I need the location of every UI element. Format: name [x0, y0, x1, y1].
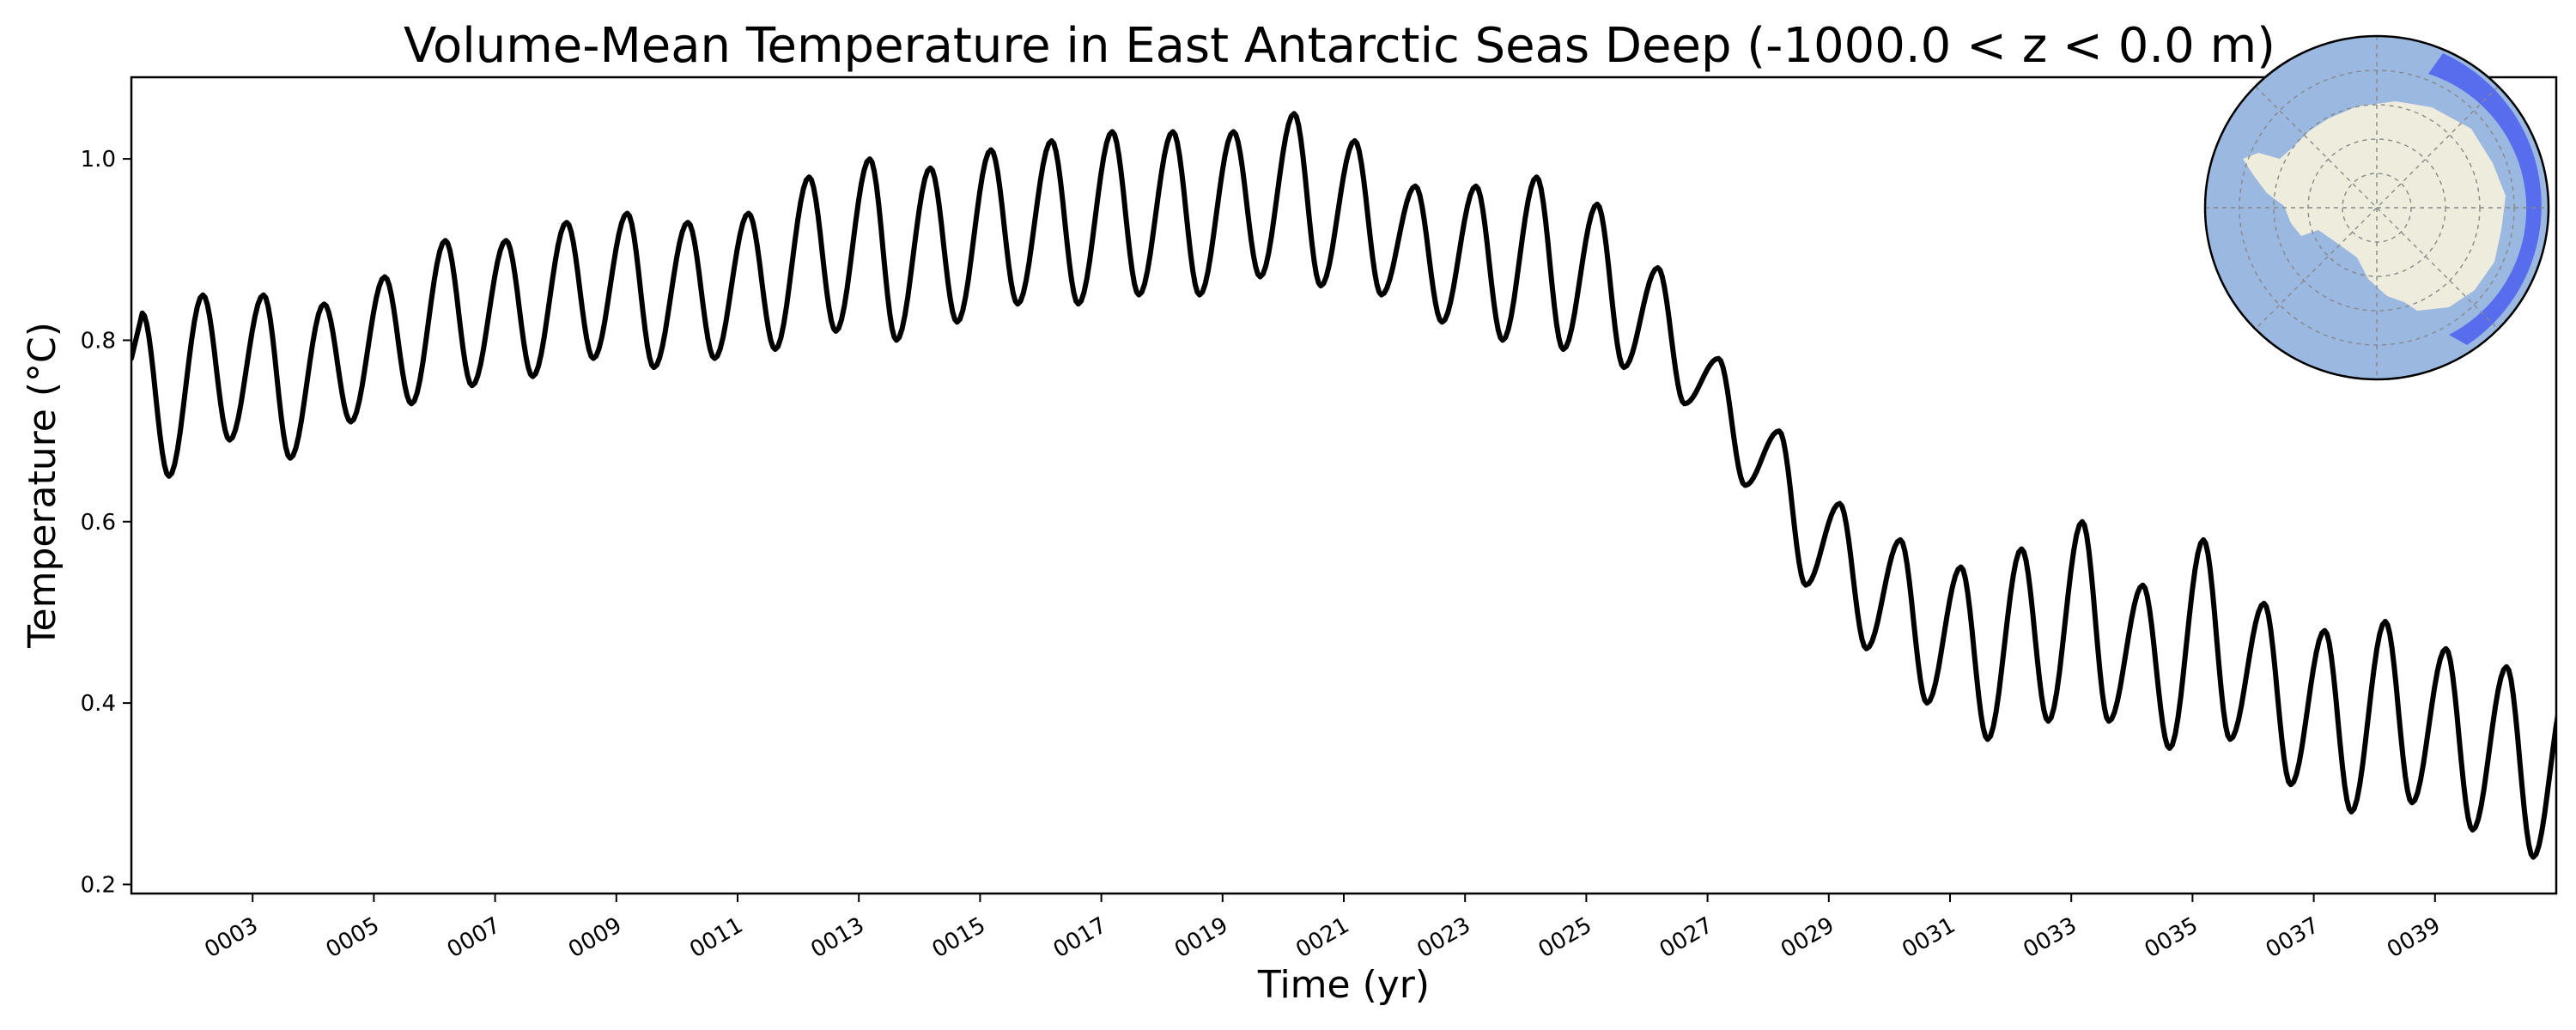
y-axis: 0.2 0.4 0.6 0.8 1.0: [81, 147, 131, 898]
x-tick-label: 0019: [1170, 912, 1232, 963]
y-tick-label: 0.6: [81, 510, 116, 536]
x-tick-label: 0027: [1656, 912, 1717, 963]
x-tick-label: 0029: [1777, 912, 1838, 963]
y-tick-label: 0.4: [81, 691, 116, 717]
x-axis-label: Time (yr): [1257, 963, 1430, 1007]
x-tick-label: 0017: [1049, 912, 1111, 963]
map-border: [2203, 34, 2550, 381]
x-axis: 0003 0005 0007 0009 0011 0013 0015 0017 0019 0021…: [200, 894, 2445, 963]
x-tick-label: 0033: [2019, 912, 2081, 963]
x-tick-label: 0021: [1291, 912, 1353, 963]
x-tick-label: 0037: [2262, 912, 2324, 963]
antarctic-region-map: [2203, 34, 2550, 381]
x-tick-label: 0009: [564, 912, 626, 963]
x-tick-label: 0007: [443, 912, 505, 963]
plot-frame: [130, 76, 2558, 895]
x-tick-label: 0011: [685, 912, 747, 963]
x-tick-label: 0025: [1534, 912, 1596, 963]
x-tick-label: 0039: [2383, 912, 2445, 963]
x-tick-label: 0003: [200, 912, 262, 963]
y-tick-label: 0.2: [81, 872, 116, 898]
y-tick-label: 1.0: [81, 147, 116, 173]
map-antarctica-land: [2243, 101, 2506, 311]
x-tick-label: 0035: [2141, 912, 2202, 963]
series-line-temperature: [131, 111, 2556, 860]
x-tick-label: 0031: [1898, 912, 1959, 963]
map-graticule: [2205, 36, 2549, 379]
y-axis-label: Temperature (°C): [21, 322, 64, 649]
x-tick-label: 0005: [322, 912, 384, 963]
y-tick-label: 0.8: [81, 328, 116, 354]
x-tick-label: 0023: [1413, 912, 1474, 963]
map-highlighted-region: [2428, 53, 2542, 345]
chart-title: Volume-Mean Temperature in East Antarcti…: [404, 18, 2275, 74]
x-tick-label: 0015: [928, 912, 990, 963]
map-ice-shelf: [2310, 189, 2409, 279]
x-tick-label: 0013: [806, 912, 868, 963]
